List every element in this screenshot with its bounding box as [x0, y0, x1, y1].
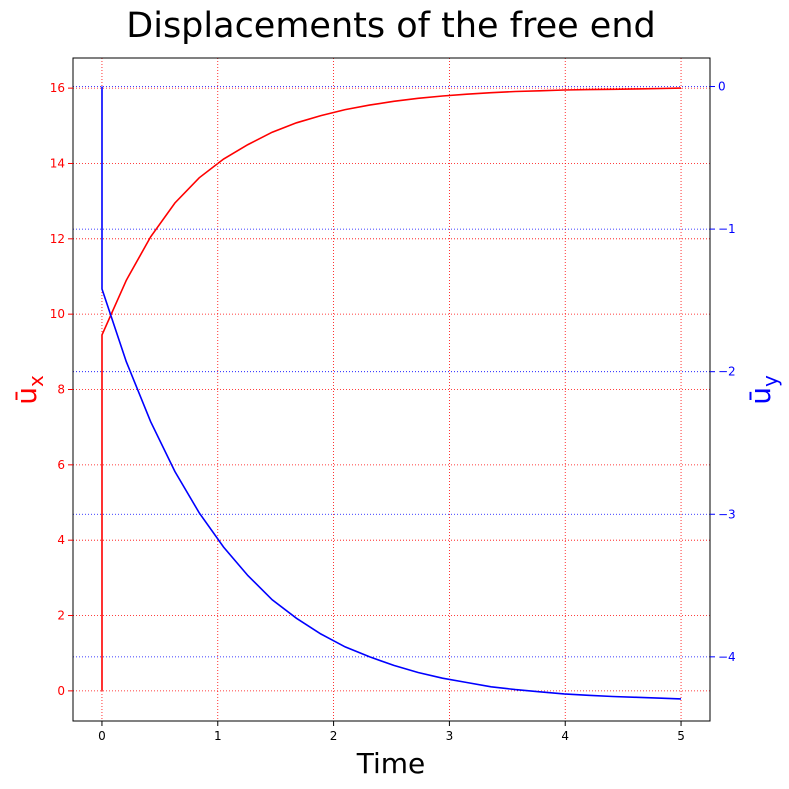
x-axis-ticks: 0 1 2 3 4 5	[98, 721, 685, 743]
series-ux-line	[101, 87, 682, 691]
y-left-tick-label-7: 14	[50, 156, 65, 170]
y-right-axis-ticks: 0 −1 −2 −3 −4	[710, 80, 736, 664]
y-left-axis-label: ūx	[10, 375, 48, 405]
y-right-axis-label-subscript: y	[758, 375, 782, 387]
x-tick-label-3: 3	[446, 729, 454, 743]
y-left-axis-label-symbol: ū	[10, 387, 43, 405]
grid	[73, 58, 710, 721]
y-right-tick-label-4: −4	[718, 650, 736, 664]
x-axis-label: Time	[356, 747, 426, 780]
y-left-tick-label-1: 2	[57, 609, 65, 623]
y-left-tick-label-0: 0	[57, 684, 65, 698]
y-right-tick-label-2: −2	[718, 365, 736, 379]
y-left-tick-label-4: 8	[57, 383, 65, 397]
y-left-axis-label-subscript: x	[24, 375, 48, 387]
y-right-tick-label-1: −1	[718, 222, 736, 236]
y-left-tick-label-5: 10	[50, 307, 65, 321]
x-tick-label-0: 0	[98, 729, 106, 743]
y-right-tick-label-3: −3	[718, 507, 736, 521]
series-layer	[101, 86, 682, 700]
y-right-tick-label-0: 0	[718, 80, 726, 94]
x-tick-label-2: 2	[330, 729, 338, 743]
y-left-tick-label-6: 12	[50, 232, 65, 246]
x-tick-label-5: 5	[677, 729, 685, 743]
x-tick-label-1: 1	[214, 729, 222, 743]
y-left-tick-label-8: 16	[50, 81, 65, 95]
y-left-axis-ticks: 0 2 4 6 8 10 12 14 16	[50, 81, 73, 698]
y-right-axis-label-symbol: ū	[744, 387, 777, 405]
x-tick-label-4: 4	[561, 729, 569, 743]
chart-title: Displacements of the free end	[126, 6, 655, 46]
series-uy-line	[101, 86, 682, 700]
y-left-tick-label-2: 4	[57, 533, 65, 547]
y-left-tick-label-3: 6	[57, 458, 65, 472]
y-right-axis-label: ūy	[744, 375, 782, 405]
